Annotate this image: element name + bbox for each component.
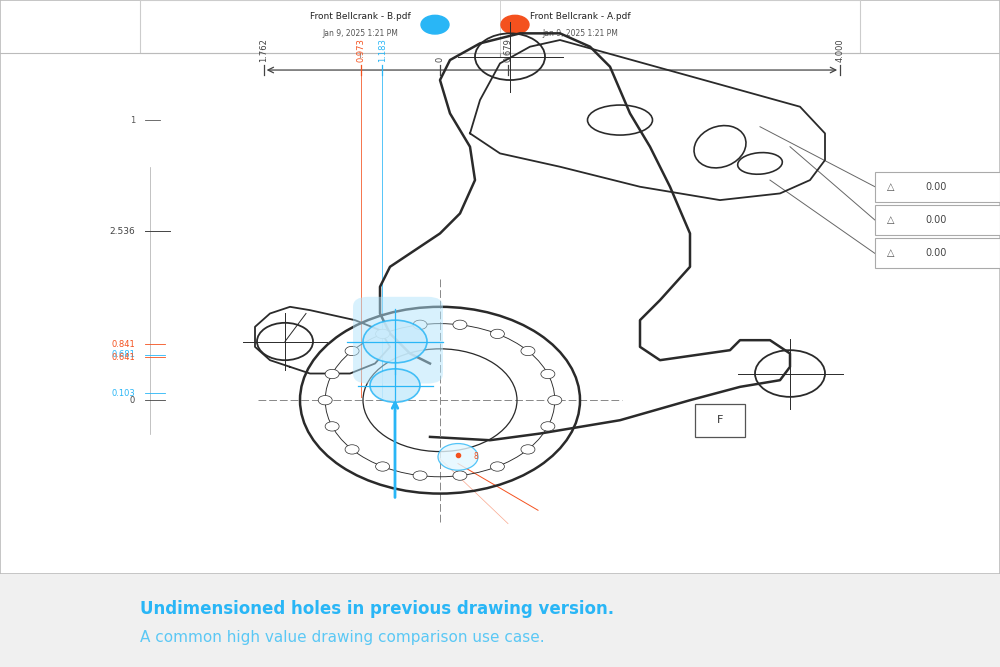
Text: 0.679: 0.679 <box>503 38 512 62</box>
Circle shape <box>370 369 420 402</box>
Text: 0.103: 0.103 <box>111 389 135 398</box>
FancyBboxPatch shape <box>875 172 1000 201</box>
FancyBboxPatch shape <box>875 205 1000 235</box>
Text: △: △ <box>887 182 895 191</box>
Circle shape <box>325 370 339 379</box>
Text: F: F <box>717 416 723 425</box>
Text: 0: 0 <box>130 396 135 405</box>
FancyBboxPatch shape <box>875 239 1000 269</box>
Circle shape <box>318 396 332 405</box>
Circle shape <box>421 15 449 34</box>
Circle shape <box>413 471 427 480</box>
Text: Undimensioned holes in previous drawing version.: Undimensioned holes in previous drawing … <box>140 600 614 618</box>
Text: △: △ <box>887 249 895 258</box>
Text: 0.00: 0.00 <box>925 249 946 258</box>
Circle shape <box>548 396 562 405</box>
Text: 0: 0 <box>436 57 444 62</box>
Text: 0.00: 0.00 <box>925 215 946 225</box>
Text: 1.762: 1.762 <box>259 38 268 62</box>
Text: Front Bellcrank - A.pdf: Front Bellcrank - A.pdf <box>530 12 630 21</box>
Text: A common high value drawing comparison use case.: A common high value drawing comparison u… <box>140 630 545 645</box>
Circle shape <box>438 444 478 470</box>
Text: Jan 9, 2025 1:21 PM: Jan 9, 2025 1:21 PM <box>322 29 398 38</box>
Circle shape <box>490 462 504 471</box>
Text: 1: 1 <box>130 115 135 125</box>
Circle shape <box>376 329 390 339</box>
Text: △: △ <box>887 215 895 225</box>
Circle shape <box>501 15 529 34</box>
Text: Jan 9, 2025 1:21 PM: Jan 9, 2025 1:21 PM <box>542 29 618 38</box>
Text: Front Bellcrank - B.pdf: Front Bellcrank - B.pdf <box>310 12 410 21</box>
Text: 0.00: 0.00 <box>925 182 946 191</box>
FancyBboxPatch shape <box>353 297 443 384</box>
Text: 8: 8 <box>473 452 478 462</box>
Circle shape <box>541 370 555 379</box>
Circle shape <box>376 462 390 471</box>
Circle shape <box>345 445 359 454</box>
Circle shape <box>521 346 535 356</box>
Circle shape <box>453 320 467 329</box>
Circle shape <box>363 320 427 363</box>
Text: 0.641: 0.641 <box>111 353 135 362</box>
Text: 2.536: 2.536 <box>109 227 135 235</box>
FancyBboxPatch shape <box>140 0 860 53</box>
Circle shape <box>490 329 504 339</box>
Text: 0.973: 0.973 <box>357 38 366 62</box>
Circle shape <box>541 422 555 431</box>
Circle shape <box>413 320 427 329</box>
Circle shape <box>521 445 535 454</box>
Text: 0.841: 0.841 <box>111 340 135 349</box>
Text: 0.681: 0.681 <box>111 350 135 360</box>
Circle shape <box>325 422 339 431</box>
Circle shape <box>345 346 359 356</box>
Text: 4.000: 4.000 <box>836 39 844 62</box>
Circle shape <box>453 471 467 480</box>
Text: 1.183: 1.183 <box>378 38 387 62</box>
FancyBboxPatch shape <box>0 0 1000 574</box>
FancyBboxPatch shape <box>695 404 745 437</box>
